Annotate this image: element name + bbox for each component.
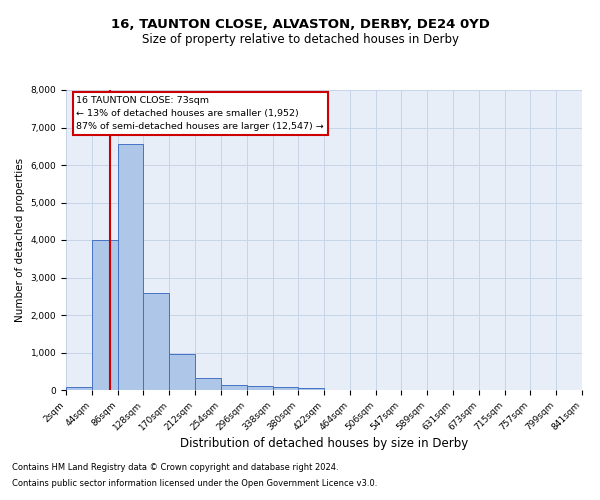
- Bar: [143, 292, 169, 390]
- X-axis label: Distribution of detached houses by size in Derby: Distribution of detached houses by size …: [180, 438, 468, 450]
- Text: 16 TAUNTON CLOSE: 73sqm
← 13% of detached houses are smaller (1,952)
87% of semi: 16 TAUNTON CLOSE: 73sqm ← 13% of detache…: [76, 96, 324, 132]
- Text: Contains HM Land Registry data © Crown copyright and database right 2024.: Contains HM Land Registry data © Crown c…: [12, 464, 338, 472]
- Text: Contains public sector information licensed under the Open Government Licence v3: Contains public sector information licen…: [12, 478, 377, 488]
- Bar: [247, 386, 272, 390]
- Bar: [272, 387, 298, 390]
- Bar: [169, 354, 195, 390]
- Text: Size of property relative to detached houses in Derby: Size of property relative to detached ho…: [142, 32, 458, 46]
- Bar: [92, 240, 118, 390]
- Bar: [66, 387, 92, 390]
- Text: 16, TAUNTON CLOSE, ALVASTON, DERBY, DE24 0YD: 16, TAUNTON CLOSE, ALVASTON, DERBY, DE24…: [110, 18, 490, 30]
- Bar: [118, 144, 143, 390]
- Y-axis label: Number of detached properties: Number of detached properties: [15, 158, 25, 322]
- Bar: [195, 378, 221, 390]
- Bar: [221, 385, 247, 390]
- Bar: [298, 388, 325, 390]
